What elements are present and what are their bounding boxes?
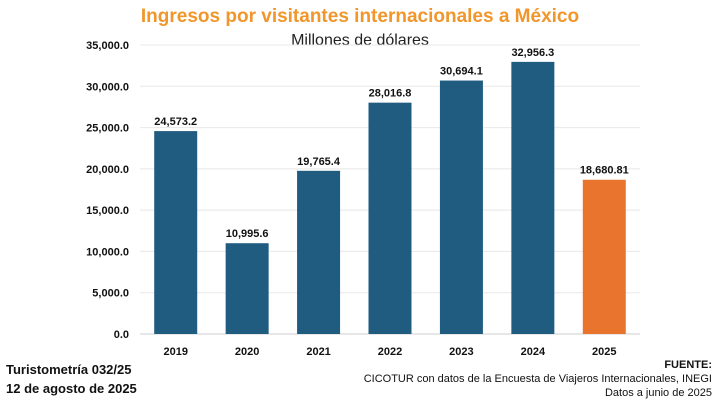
- data-label: 19,765.4: [297, 156, 341, 168]
- data-label: 32,956.3: [511, 47, 554, 59]
- y-tick-label: 5,000.0: [92, 288, 129, 300]
- y-tick-label: 25,000.0: [86, 123, 129, 135]
- y-tick-label: 20,000.0: [86, 164, 129, 176]
- x-tick-label: 2023: [449, 346, 473, 358]
- x-tick-label: 2020: [235, 346, 259, 358]
- y-tick-label: 35,000.0: [86, 40, 129, 52]
- bar: [439, 80, 483, 334]
- data-label: 18,680.81: [580, 165, 629, 177]
- data-cutoff-note: Datos a junio de 2025: [604, 387, 712, 399]
- data-label: 24,573.2: [154, 116, 197, 128]
- report-info: Turistometría 032/25 12 de agosto de 202…: [6, 360, 137, 398]
- chart-title: Ingresos por visitantes internacionales …: [140, 6, 580, 27]
- x-tick-label: 2024: [521, 346, 546, 358]
- bar: [297, 170, 341, 334]
- bar: [368, 102, 412, 334]
- bar: [582, 179, 626, 334]
- y-tick-label: 0.0: [114, 329, 129, 341]
- report-id: Turistometría 032/25: [6, 362, 132, 377]
- source-note: FUENTE: CICOTUR con datos de la Encuesta…: [364, 358, 712, 400]
- bar: [225, 243, 269, 334]
- bar: [154, 131, 198, 334]
- source-text: CICOTUR con datos de la Encuesta de Viaj…: [363, 373, 712, 385]
- report-date: 12 de agosto de 2025: [6, 381, 137, 396]
- y-tick-label: 30,000.0: [86, 81, 129, 93]
- data-label: 10,995.6: [226, 228, 269, 240]
- y-tick-label: 15,000.0: [86, 205, 129, 217]
- data-label: 30,694.1: [440, 66, 483, 78]
- x-tick-label: 2022: [378, 346, 402, 358]
- source-label: FUENTE:: [664, 359, 712, 371]
- x-tick-label: 2019: [163, 346, 187, 358]
- x-tick-label: 2025: [592, 346, 616, 358]
- data-label: 28,016.8: [369, 88, 412, 100]
- x-tick-label: 2021: [306, 346, 330, 358]
- y-tick-label: 10,000.0: [86, 246, 129, 258]
- bar: [511, 61, 555, 334]
